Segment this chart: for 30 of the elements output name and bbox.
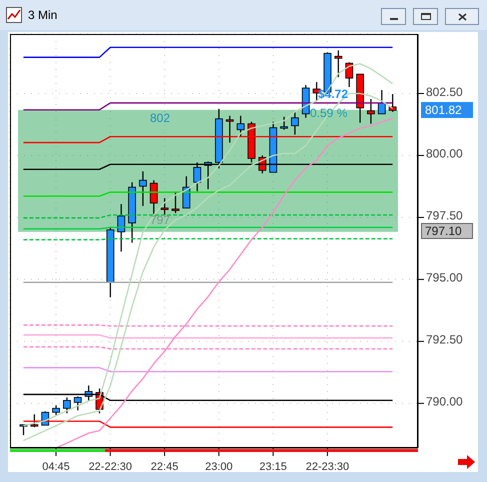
- candlestick: [291, 111, 299, 136]
- chart-title: 3 Min: [28, 8, 58, 22]
- text: 801.82: [421, 102, 473, 118]
- candlestick: [52, 404, 60, 416]
- y-tick-label: 795.00: [426, 270, 464, 285]
- y-tick-label: 790.00: [426, 394, 464, 409]
- y-tick-label: 802.50: [426, 84, 464, 99]
- annotation: 802: [150, 110, 170, 125]
- x-tick-label: 22:45: [150, 460, 178, 473]
- text: 797.10: [421, 223, 473, 240]
- x-tick-label: 22-23:30: [306, 460, 350, 473]
- candlestick: [236, 115, 245, 138]
- y-tick-label: 797.50: [426, 208, 464, 223]
- x-tick-label: 22-22:30: [88, 460, 132, 473]
- x-tick-label: 23:00: [205, 460, 233, 473]
- x-tick-label: 04:45: [42, 460, 70, 473]
- candlestick: [139, 170, 147, 207]
- candlestick: [367, 98, 375, 124]
- annotation: 797: [150, 212, 170, 227]
- annotation: $4.72: [318, 86, 348, 101]
- candlestick: [172, 192, 180, 214]
- candlestick: [388, 93, 397, 112]
- candlestick: [160, 198, 169, 216]
- candlestick: [334, 50, 342, 78]
- y-tick-label: 792.50: [426, 332, 464, 347]
- candlestick: [63, 396, 71, 414]
- x-tick-label: 23:15: [259, 460, 287, 473]
- y-tick-label: 800.00: [426, 146, 464, 161]
- annotation: 0.59 %: [310, 106, 348, 120]
- candlestick: [280, 116, 288, 130]
